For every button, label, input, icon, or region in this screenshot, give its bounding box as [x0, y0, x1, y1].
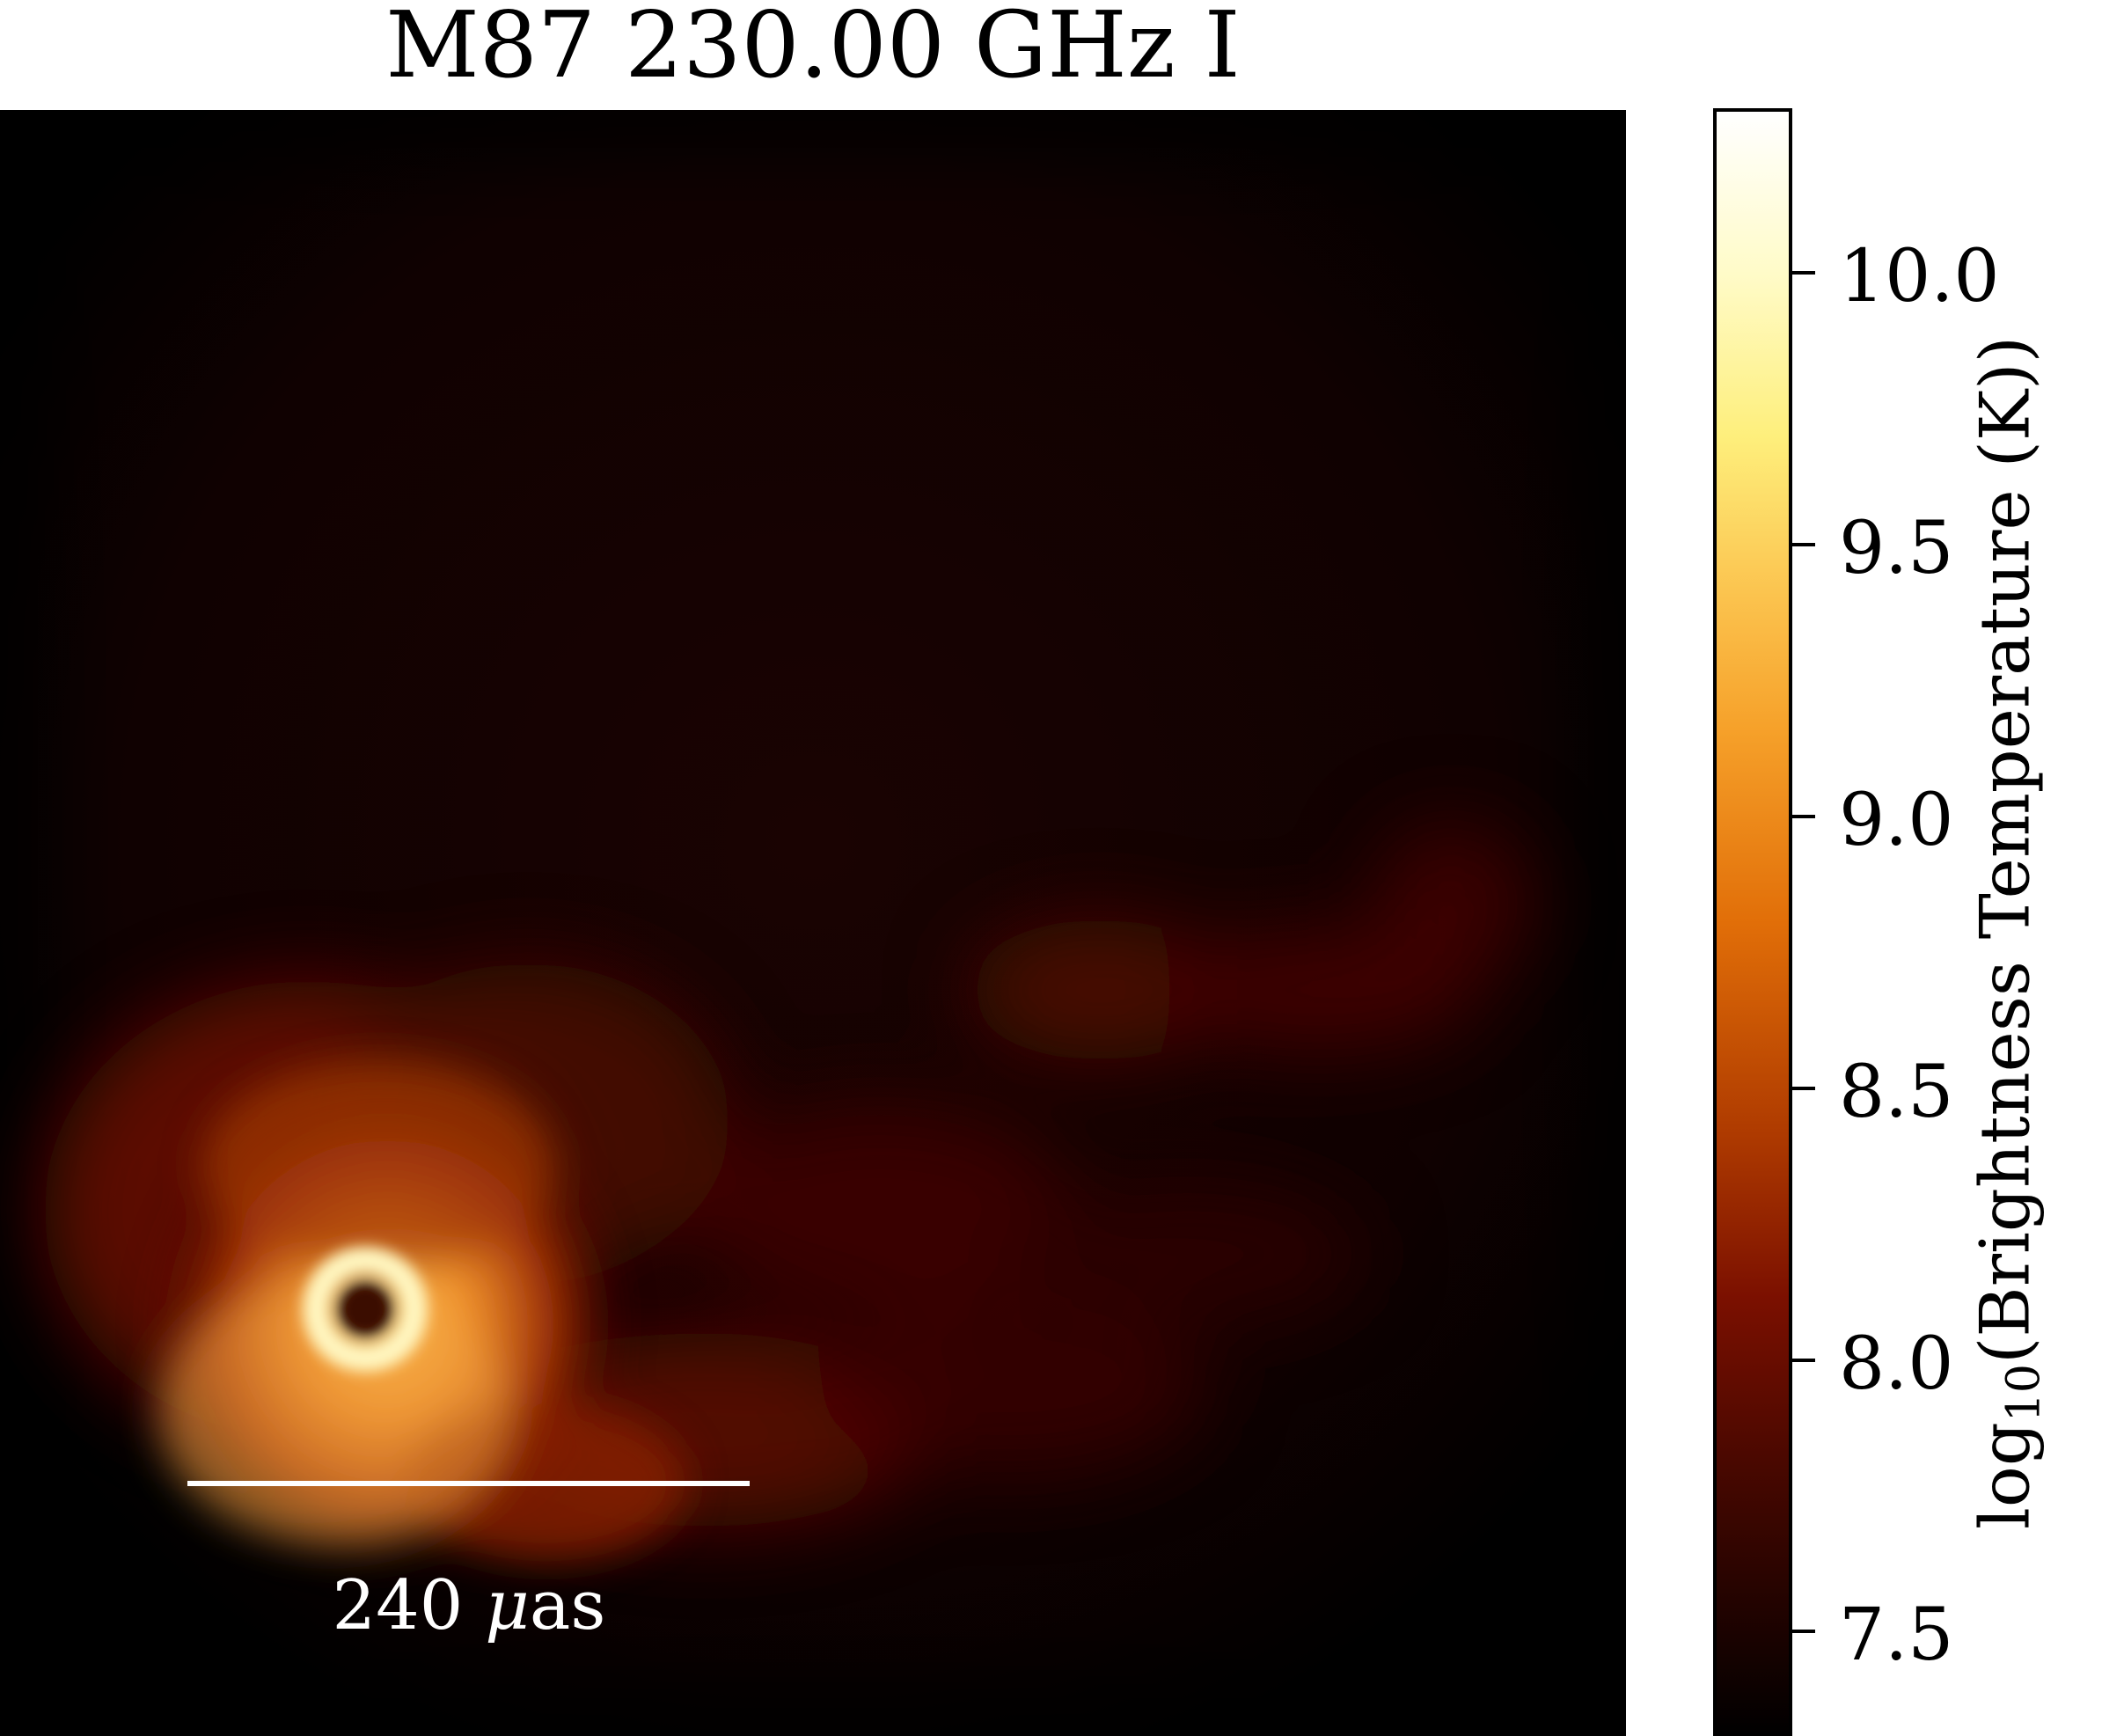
radio-image-canvas	[0, 110, 1626, 1736]
colorbar-tick-label: 9.5	[1839, 507, 1954, 590]
scale-bar-label: 240 μas	[187, 1566, 751, 1645]
colorbar-tick-label: 7.5	[1839, 1593, 1954, 1677]
colorbar-tick-label: 8.5	[1839, 1051, 1954, 1134]
colorbar-tick	[1792, 543, 1815, 546]
colorbar-label: log10(Brightness Temperature (K))	[1967, 336, 2064, 1529]
colorbar-label-subscript: 10	[1997, 1364, 2051, 1423]
scale-bar-unit: as	[529, 1566, 606, 1645]
radio-image	[0, 110, 1626, 1736]
colorbar-label-log: log	[1966, 1422, 2046, 1530]
colorbar-tick	[1792, 1087, 1815, 1090]
colorbar-tick	[1792, 815, 1815, 818]
colorbar-label-text: (Brightness Temperature (K))	[1966, 335, 2046, 1365]
figure-title: M87 230.00 GHz I	[385, 0, 1241, 99]
black-hole-ring	[303, 1247, 428, 1372]
colorbar-tick-label: 8.0	[1839, 1322, 1954, 1406]
colorbar-tick	[1792, 1630, 1815, 1633]
colorbar-tick	[1792, 1359, 1815, 1362]
colorbar	[1713, 108, 1792, 1736]
scale-bar-mu: μ	[485, 1566, 530, 1645]
scale-bar-value: 240	[332, 1566, 464, 1645]
colorbar-tick-label: 10.0	[1839, 235, 2000, 319]
colorbar-tick	[1792, 271, 1815, 275]
colorbar-tick-label: 9.0	[1839, 779, 1954, 862]
